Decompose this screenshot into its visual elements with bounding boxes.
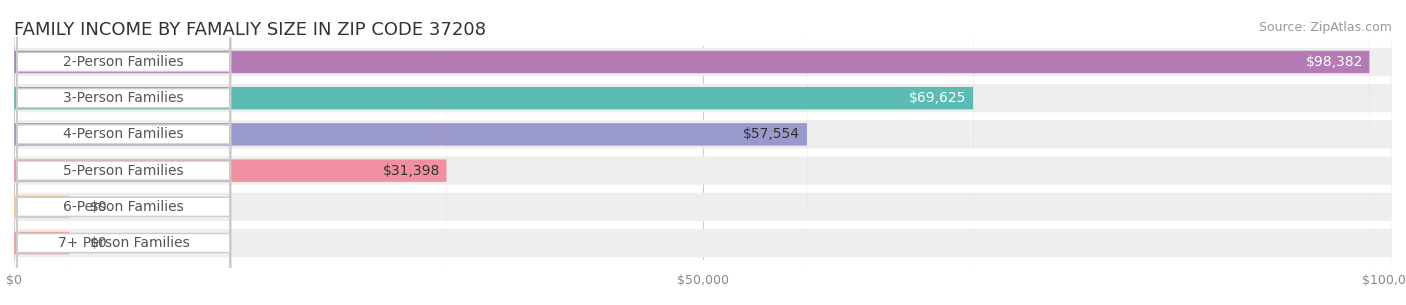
FancyBboxPatch shape <box>14 0 1392 305</box>
Text: $69,625: $69,625 <box>910 91 966 105</box>
FancyBboxPatch shape <box>14 0 973 305</box>
FancyBboxPatch shape <box>14 0 807 305</box>
FancyBboxPatch shape <box>14 1 69 305</box>
Text: $31,398: $31,398 <box>382 163 440 178</box>
FancyBboxPatch shape <box>14 37 69 305</box>
FancyBboxPatch shape <box>14 0 447 305</box>
FancyBboxPatch shape <box>14 0 1392 305</box>
FancyBboxPatch shape <box>17 0 231 305</box>
FancyBboxPatch shape <box>17 0 231 305</box>
Text: 2-Person Families: 2-Person Families <box>63 55 184 69</box>
Text: 7+ Person Families: 7+ Person Families <box>58 236 190 250</box>
Text: 5-Person Families: 5-Person Families <box>63 163 184 178</box>
Text: $98,382: $98,382 <box>1305 55 1362 69</box>
FancyBboxPatch shape <box>17 0 231 305</box>
FancyBboxPatch shape <box>14 0 1392 305</box>
Text: 6-Person Families: 6-Person Families <box>63 200 184 214</box>
FancyBboxPatch shape <box>14 0 1392 305</box>
Text: Source: ZipAtlas.com: Source: ZipAtlas.com <box>1258 21 1392 34</box>
FancyBboxPatch shape <box>17 0 231 305</box>
Text: $0: $0 <box>90 200 107 214</box>
FancyBboxPatch shape <box>17 0 231 305</box>
Text: FAMILY INCOME BY FAMALIY SIZE IN ZIP CODE 37208: FAMILY INCOME BY FAMALIY SIZE IN ZIP COD… <box>14 21 486 39</box>
Text: $0: $0 <box>90 236 107 250</box>
FancyBboxPatch shape <box>17 0 231 305</box>
Text: $57,554: $57,554 <box>744 127 800 142</box>
FancyBboxPatch shape <box>14 0 1392 305</box>
Text: 3-Person Families: 3-Person Families <box>63 91 184 105</box>
FancyBboxPatch shape <box>14 0 1392 305</box>
Text: 4-Person Families: 4-Person Families <box>63 127 184 142</box>
FancyBboxPatch shape <box>14 0 1369 305</box>
